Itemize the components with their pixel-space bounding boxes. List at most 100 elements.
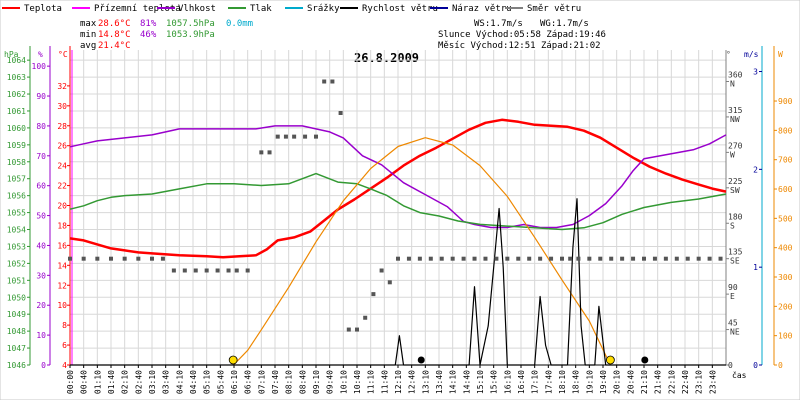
wind-direction-point (292, 134, 297, 139)
wind-direction-point (303, 134, 308, 139)
pressure-tick-label: 1062 (7, 90, 26, 99)
solar-tick-label: 100 (778, 332, 793, 341)
direction-compass-label: NE (730, 328, 740, 337)
stat-moon: Měsíc Východ:12:51 Západ:21:02 (438, 41, 601, 51)
wind-direction-point (549, 256, 554, 261)
pressure-tick-label: 1047 (7, 344, 26, 353)
wind-direction-point (396, 256, 400, 261)
time-tick-label: 22:40 (681, 370, 690, 394)
time-tick-label: 15:10 (476, 370, 485, 394)
temperature-tick-label: 26 (57, 142, 67, 151)
solar-tick-label: 600 (778, 185, 793, 194)
temperature-tick-label: 6 (62, 341, 67, 350)
pressure-tick-label: 1051 (7, 276, 26, 285)
wind-direction-point (283, 134, 288, 139)
temperature-tick-label: 8 (62, 321, 67, 330)
stat-min-temp: 14.8°C (98, 30, 131, 40)
wind-unit-label: m/s (744, 50, 759, 59)
wind-direction-point (330, 79, 335, 84)
time-tick-label: 05:10 (203, 370, 212, 394)
temperature-tick-label: 24 (57, 162, 67, 171)
temperature-tick-label: 18 (57, 221, 67, 230)
marker-layer (228, 355, 649, 365)
temperature-tick-label: 12 (57, 281, 67, 290)
stat-wind-speed: WS:1.7m/s (474, 19, 523, 29)
moonset-marker (641, 356, 649, 364)
wind-direction-point (109, 256, 113, 261)
wind-direction-point (663, 256, 668, 261)
pressure-tick-label: 1050 (7, 293, 26, 302)
pressure-tick-label: 1055 (7, 209, 26, 218)
pressure-tick-label: 1057 (7, 175, 26, 184)
direction-compass-label: E (730, 292, 735, 301)
sunrise-marker (228, 355, 238, 365)
time-tick-label: 18:10 (558, 370, 567, 394)
time-tick-label: 00:00 (66, 370, 75, 394)
pressure-tick-label: 1061 (7, 107, 26, 116)
time-tick-label: 23:10 (695, 370, 704, 394)
series-slune-n-z-en--line (233, 137, 611, 366)
legend-label-vlhkost: Vlhkost (178, 4, 216, 14)
time-tick-label: 04:40 (189, 370, 198, 394)
time-tick-label: 17:40 (544, 370, 553, 394)
solar-tick-label: 400 (778, 244, 793, 253)
time-tick-label: 06:10 (230, 370, 239, 394)
direction-tick-label: 135 (728, 248, 743, 257)
wind-direction-point (355, 327, 359, 332)
solar-tick-label: 700 (778, 156, 793, 165)
time-tick-label: 08:40 (298, 370, 307, 394)
series-tlak-line (69, 172, 727, 231)
humidity-tick-label: 60 (36, 182, 46, 191)
time-tick-label: 01:10 (93, 370, 102, 394)
wind-direction-point (494, 256, 499, 261)
wind-direction-point (560, 256, 564, 261)
time-tick-label: 13:10 (421, 370, 430, 394)
stat-max-temp: 28.6°C (98, 19, 131, 29)
direction-tick-label: 360 (728, 71, 743, 80)
wind-direction-point (472, 256, 477, 261)
humidity-tick-label: 50 (36, 212, 46, 221)
stat-min-label: min (80, 30, 96, 40)
wind-direction-point (150, 256, 154, 261)
moonrise-marker (417, 356, 425, 364)
temperature-tick-label: 14 (57, 261, 67, 270)
wind-direction-point (652, 256, 657, 261)
wind-direction-point (379, 268, 384, 273)
wind-direction-point (417, 256, 422, 261)
time-tick-label: 03:10 (148, 370, 157, 394)
time-tick-label: 16:10 (503, 370, 512, 394)
direction-compass-label: SW (730, 186, 740, 195)
wind-direction-point (483, 256, 488, 261)
temperature-tick-label: 20 (57, 202, 67, 211)
time-tick-label: 18:40 (572, 370, 581, 394)
direction-compass-label: W (730, 150, 735, 159)
time-tick-label: 07:10 (257, 370, 266, 394)
time-tick-label: 02:10 (121, 370, 130, 394)
direction-tick-label: 225 (728, 177, 743, 186)
time-tick-label: 08:10 (285, 370, 294, 394)
stat-avg-temp: 21.4°C (98, 41, 131, 51)
wind-direction-point (598, 256, 603, 261)
time-tick-label: 21:10 (640, 370, 649, 394)
pressure-tick-label: 1053 (7, 242, 26, 251)
time-tick-label: 01:40 (107, 370, 116, 394)
wind-direction-point (707, 256, 712, 261)
wind-direction-point (696, 256, 701, 261)
series-vlhkost-line (69, 125, 727, 229)
time-tick-label: 13:40 (435, 370, 444, 394)
time-tick-label: 19:10 (585, 370, 594, 394)
wind-tick-label: 0 (753, 361, 758, 370)
wind-direction-point (314, 134, 318, 139)
time-tick-label: 10:10 (339, 370, 348, 394)
wind-direction-point (685, 256, 690, 261)
time-tick-label: 10:40 (353, 370, 362, 394)
wind-direction-point (160, 256, 165, 261)
time-tick-label: 06:40 (244, 370, 253, 394)
pressure-tick-label: 1060 (7, 124, 26, 133)
direction-compass-label: S (730, 221, 735, 230)
wind-tick-label: 3 (753, 68, 758, 77)
wind-direction-point (631, 256, 636, 261)
legend-label-srazky: Srážky (307, 4, 340, 14)
